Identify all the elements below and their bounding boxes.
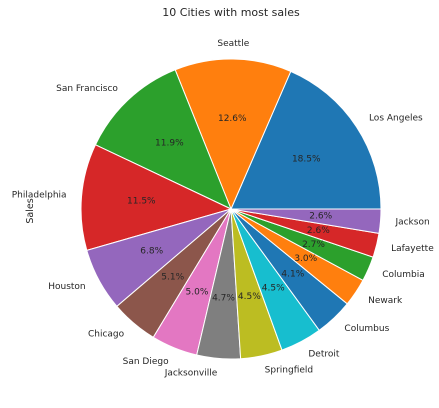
category-label-chicago: Chicago <box>88 330 125 340</box>
percent-label-seattle: 12.6% <box>218 114 247 124</box>
category-label-san-diego: San Diego <box>123 357 169 367</box>
pie-slice-seattle <box>174 58 292 211</box>
pie-slice-jackson <box>230 208 382 234</box>
category-label-philadelphia: Philadelphia <box>12 191 67 201</box>
percent-label-san-francisco: 11.9% <box>155 138 184 148</box>
pie-slice-philadelphia <box>80 144 233 251</box>
pie-slices <box>80 58 382 360</box>
percent-labels: 18.5%12.6%11.9%11.5%6.8%5.1%5.0%4.7% 4.5%… <box>127 114 333 304</box>
percent-label-san-diego: 5.0% <box>186 287 209 297</box>
y-axis-label: Sales <box>25 198 36 223</box>
category-label-seattle: Seattle <box>217 39 249 49</box>
percent-label-chicago: 5.1% <box>161 273 184 283</box>
category-label-columbus: Columbus <box>344 324 389 334</box>
category-label-newark: Newark <box>368 296 403 306</box>
percent-label-springfield: 4.5% <box>238 292 261 302</box>
category-label-houston: Houston <box>48 282 85 292</box>
percent-label-newark: 3.0% <box>294 254 317 264</box>
category-label-lafayette: Lafayette <box>391 244 434 254</box>
category-label-los-angeles: Los Angeles <box>369 113 423 123</box>
percent-label-columbus: 4.1% <box>281 269 304 279</box>
pie-slice-los-angeles <box>230 70 382 210</box>
percent-label-jackson: 2.6% <box>309 211 332 221</box>
category-label-columbia: Columbia <box>382 270 425 280</box>
category-label-jacksonville: Jacksonville <box>164 368 218 378</box>
category-label-detroit: Detroit <box>308 350 340 360</box>
percent-label-los-angeles: 18.5% <box>292 155 321 165</box>
category-labels: Los Angeles Seattle San Francisco Philadelp… <box>12 39 435 378</box>
chart-title: 10 Cities with most sales <box>162 6 300 19</box>
pie-slice-san-francisco <box>94 69 232 210</box>
percent-label-columbia: 2.7% <box>302 240 325 250</box>
percent-label-lafayette: 2.6% <box>307 226 330 236</box>
percent-label-houston: 6.8% <box>140 247 163 257</box>
percent-label-jacksonville: 4.7% <box>212 294 235 304</box>
category-label-jackson: Jackson <box>394 217 429 227</box>
category-label-san-francisco: San Francisco <box>56 84 118 94</box>
percent-label-detroit: 4.5% <box>262 283 285 293</box>
category-label-springfield: Springfield <box>265 366 313 376</box>
percent-label-philadelphia: 11.5% <box>127 197 156 207</box>
